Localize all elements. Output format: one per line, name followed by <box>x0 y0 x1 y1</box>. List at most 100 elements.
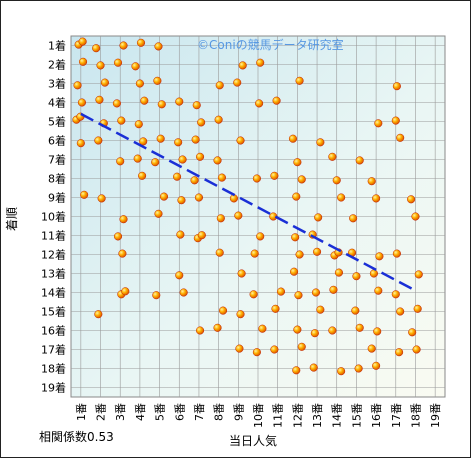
x-tick-label: 10番 <box>252 403 265 428</box>
data-point <box>117 116 126 125</box>
x-tick-label: 13番 <box>311 403 324 428</box>
data-point <box>392 249 401 258</box>
data-point <box>236 310 245 319</box>
data-point <box>391 290 400 299</box>
data-point <box>78 57 88 66</box>
data-point <box>249 290 258 299</box>
data-point <box>136 38 146 47</box>
data-point <box>140 96 149 105</box>
data-point <box>395 348 404 357</box>
y-tick-label: 9着 <box>48 191 66 205</box>
data-point <box>121 287 130 296</box>
data-point <box>113 58 123 67</box>
data-point <box>270 171 279 180</box>
data-point <box>316 305 325 314</box>
data-point <box>197 231 206 240</box>
data-point <box>153 76 162 85</box>
watermark-text: ©Coniの競馬データ研究室 <box>197 37 344 52</box>
data-point <box>194 193 203 202</box>
data-point <box>408 328 417 337</box>
x-tick-label: 2番 <box>95 403 108 421</box>
data-point <box>294 291 303 300</box>
data-point <box>112 99 121 108</box>
data-point <box>314 213 323 222</box>
data-point <box>295 250 304 259</box>
data-point <box>118 249 127 258</box>
data-point <box>119 215 128 224</box>
data-point <box>252 174 261 183</box>
y-tick-label: 11着 <box>41 229 66 243</box>
x-tick-label: 15番 <box>350 403 363 428</box>
x-tick-label: 18番 <box>409 403 422 428</box>
y-tick-label: 10着 <box>41 210 66 224</box>
data-point <box>354 364 363 373</box>
data-point <box>329 285 338 294</box>
y-tick-label: 18着 <box>41 362 66 376</box>
x-tick-label: 1番 <box>75 403 88 421</box>
data-point <box>352 272 361 281</box>
data-point <box>270 345 279 354</box>
data-point <box>328 152 337 161</box>
data-point <box>276 287 286 296</box>
data-point <box>375 252 384 261</box>
data-point <box>78 37 87 46</box>
data-point <box>175 271 184 280</box>
data-point <box>157 100 166 109</box>
data-point <box>191 135 200 144</box>
data-point <box>293 158 302 167</box>
data-point <box>95 95 104 104</box>
data-point <box>234 211 243 220</box>
data-point <box>176 230 185 239</box>
data-point <box>154 42 163 51</box>
y-tick-label: 13着 <box>41 267 66 281</box>
data-point <box>152 291 161 300</box>
data-point <box>328 326 337 335</box>
data-point <box>355 156 364 165</box>
data-point <box>412 345 421 354</box>
data-point <box>96 61 105 70</box>
data-point <box>235 344 244 353</box>
data-points <box>72 37 423 376</box>
data-point <box>349 214 358 223</box>
x-tick-label: 7番 <box>193 403 206 421</box>
y-tick-label: 2着 <box>48 58 66 72</box>
x-tick-label: 19番 <box>429 403 442 428</box>
data-point <box>334 268 343 277</box>
data-point <box>131 62 140 71</box>
y-tick-label: 15着 <box>41 305 66 319</box>
data-point <box>135 79 144 88</box>
data-point <box>255 99 264 108</box>
data-point <box>272 96 281 105</box>
data-point <box>396 133 405 142</box>
data-point <box>116 157 125 166</box>
data-point <box>73 81 82 90</box>
y-tick-label: 6着 <box>48 134 66 148</box>
data-point <box>97 194 106 203</box>
data-point <box>159 192 169 201</box>
data-point <box>80 190 89 199</box>
data-point <box>175 97 184 106</box>
data-point <box>190 176 199 185</box>
data-point <box>355 323 364 332</box>
data-point <box>134 120 143 129</box>
data-point <box>92 44 101 53</box>
data-point <box>256 232 265 241</box>
x-axis-title: 当日人気 <box>229 433 277 448</box>
data-point <box>178 155 187 164</box>
data-point <box>392 82 401 91</box>
data-point <box>195 152 205 161</box>
data-point <box>295 76 304 85</box>
data-point <box>367 344 376 353</box>
data-point <box>367 177 376 186</box>
data-point <box>113 232 123 241</box>
y-tick-label: 3着 <box>48 77 66 91</box>
data-point <box>374 286 383 295</box>
data-point <box>291 233 300 242</box>
data-point <box>372 361 381 370</box>
data-point <box>179 288 188 297</box>
y-tick-label: 7着 <box>48 153 66 167</box>
data-point <box>258 324 267 333</box>
data-point <box>297 175 306 184</box>
data-point <box>138 171 147 180</box>
y-axis-ticks: 1着 2着 3着 4着 5着 6着 7着 8着 9着 10着 11着 12着 13着 14着 15着 16着 1… <box>41 39 66 395</box>
